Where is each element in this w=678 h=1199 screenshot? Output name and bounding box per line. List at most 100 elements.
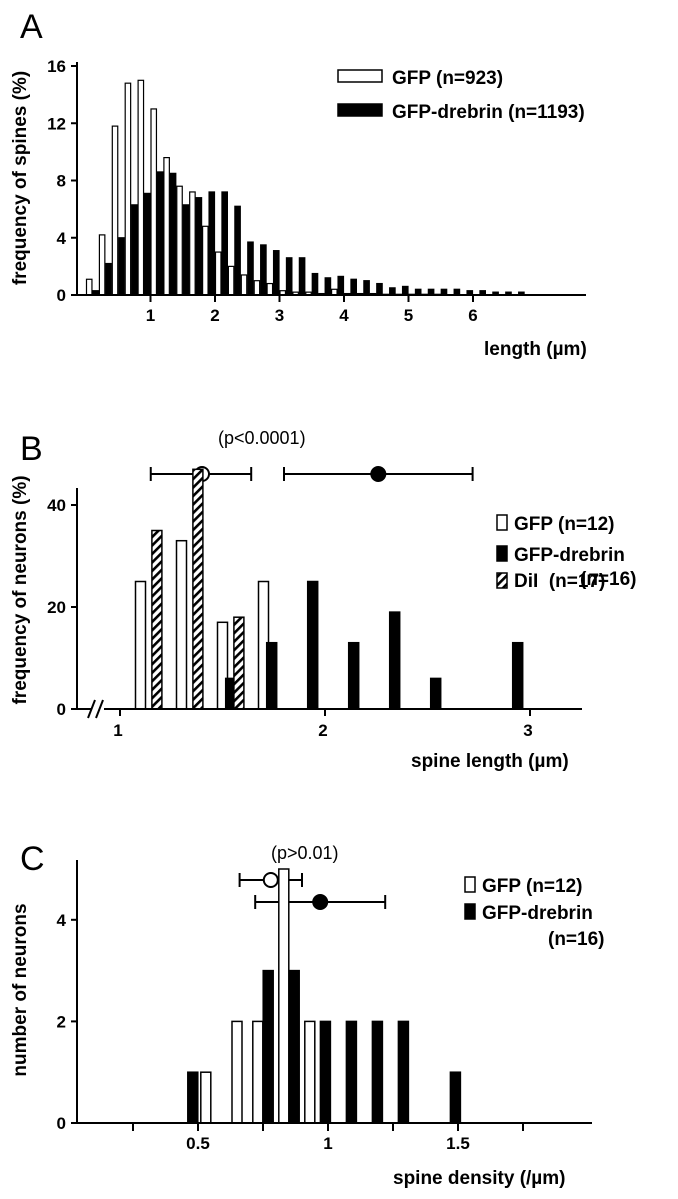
legend-swatch-gfp-b <box>496 514 508 531</box>
legend-label-drebrin-c-n: (n=16) <box>548 929 605 950</box>
x-tick-label: 5 <box>404 306 413 325</box>
drebrin-bar <box>260 244 267 296</box>
gfp-bar <box>175 539 188 710</box>
y-tick-label: 8 <box>57 172 66 191</box>
gfp-bar <box>227 265 235 296</box>
drebrin-bar <box>272 250 280 296</box>
y-tick-label: 16 <box>47 57 66 76</box>
y-tick-label: 4 <box>57 229 67 248</box>
gfp-bar <box>202 225 209 296</box>
drebrin-bar <box>388 611 401 710</box>
gfp-bar <box>85 278 93 296</box>
drebrin-bar <box>265 641 278 710</box>
y-tick-label: 0 <box>57 286 66 305</box>
panel-b-bars <box>134 468 524 710</box>
legend-label-drebrin-a: GFP-drebrin (n=1193) <box>392 102 585 123</box>
drebrin-bar <box>156 171 164 296</box>
drebrin-bar <box>306 580 319 710</box>
legend-label-gfp-a: GFP (n=923) <box>392 68 503 89</box>
x-tick-label: 6 <box>468 306 477 325</box>
panel-c-ticks: 0.5 1 1.5 0 2 4 <box>57 911 524 1153</box>
drebrin-bar <box>221 191 228 296</box>
drebrin-bar <box>345 1020 358 1124</box>
drebrin-bar <box>234 205 241 296</box>
panel-a-x-label: length (µm) <box>484 339 587 360</box>
panel-b-x-label: spine length (µm) <box>411 751 569 772</box>
drebrin-bar <box>247 241 254 296</box>
panel-a-letter: A <box>20 8 43 46</box>
x-tick-label: 2 <box>318 721 327 740</box>
drebrin-bar <box>298 257 306 296</box>
drebrin-bar <box>311 272 319 296</box>
panel-c-means <box>238 872 387 910</box>
y-tick-label: 12 <box>47 114 66 133</box>
legend-label-drebrin-b: GFP-drebrin <box>514 545 625 566</box>
drebrin-bar <box>288 969 300 1124</box>
drebrin-bar <box>371 1020 384 1124</box>
drebrin-bar <box>376 282 383 296</box>
panel-a-y-label: frequency of spines (%) <box>10 71 31 285</box>
drebrin-bar <box>319 1020 332 1124</box>
x-tick-label: 0.5 <box>186 1134 210 1153</box>
x-tick-label: 2 <box>210 306 219 325</box>
gfp-bar <box>253 280 261 296</box>
gfp-bar <box>98 234 106 296</box>
dii-bar <box>192 468 204 710</box>
drebrin-bar <box>195 197 203 296</box>
gfp-bar <box>252 1020 264 1124</box>
drebrin-bar <box>363 280 370 296</box>
drebrin-bar <box>429 677 442 710</box>
legend-label-drebrin-b-n: (n=16) <box>580 569 637 590</box>
legend-label-gfp-b: GFP (n=12) <box>514 514 614 535</box>
gfp-bar <box>278 868 290 1124</box>
drebrin-bar <box>262 969 274 1124</box>
y-tick-label: 0 <box>57 700 66 719</box>
y-tick-label: 4 <box>57 911 67 930</box>
drebrin-bar <box>324 277 332 296</box>
x-tick-label: 1 <box>113 721 122 740</box>
panel-c-letter: C <box>20 840 45 878</box>
x-tick-label: 3 <box>523 721 532 740</box>
panel-c-bars <box>187 868 462 1124</box>
y-tick-label: 0 <box>57 1114 66 1133</box>
panel-a-bars <box>85 79 525 296</box>
drebrin-bar <box>350 278 358 296</box>
gfp-bar <box>266 282 274 296</box>
legend-swatch-gfp-a <box>337 69 383 83</box>
drebrin-bar <box>105 262 112 296</box>
drebrin-bar <box>208 191 216 296</box>
panel-b: B (p<0.0001) 1 2 3 0 20 40 frequency of neuro… <box>10 428 637 772</box>
mean-marker <box>370 466 387 482</box>
x-tick-label: 1 <box>146 306 155 325</box>
gfp-bar <box>189 191 196 296</box>
dii-bar <box>151 529 163 710</box>
gfp-bar <box>231 1020 243 1124</box>
panel-b-y-label: frequency of neurons (%) <box>10 475 31 704</box>
panel-b-p-value: (p<0.0001) <box>218 428 306 448</box>
legend-label-gfp-c: GFP (n=12) <box>482 876 582 897</box>
mean-marker <box>312 894 329 910</box>
drebrin-bar <box>397 1020 410 1124</box>
panel-c-p-value: (p>0.01) <box>271 843 339 863</box>
axis-break-icon <box>87 699 104 719</box>
gfp-bar <box>134 580 147 710</box>
gfp-bar <box>137 79 145 296</box>
drebrin-bar <box>337 275 345 296</box>
drebrin-bar <box>389 287 396 296</box>
gfp-bar <box>304 1020 316 1124</box>
gfp-bar <box>150 108 158 296</box>
x-tick-label: 1 <box>323 1134 332 1153</box>
legend-swatch-drebrin-c <box>464 903 476 920</box>
legend-label-dii-b: DiI (n=17) <box>514 571 605 592</box>
drebrin-bar <box>169 172 177 296</box>
legend-label-drebrin-c: GFP-drebrin <box>482 903 593 924</box>
panel-b-ticks: 1 2 3 0 20 40 <box>47 496 533 740</box>
legend-swatch-gfp-c <box>464 876 476 893</box>
drebrin-bar <box>187 1071 199 1124</box>
gfp-bar <box>163 157 170 296</box>
gfp-bar <box>111 125 119 296</box>
panel-c-x-label: spine density (/µm) <box>393 1168 565 1189</box>
